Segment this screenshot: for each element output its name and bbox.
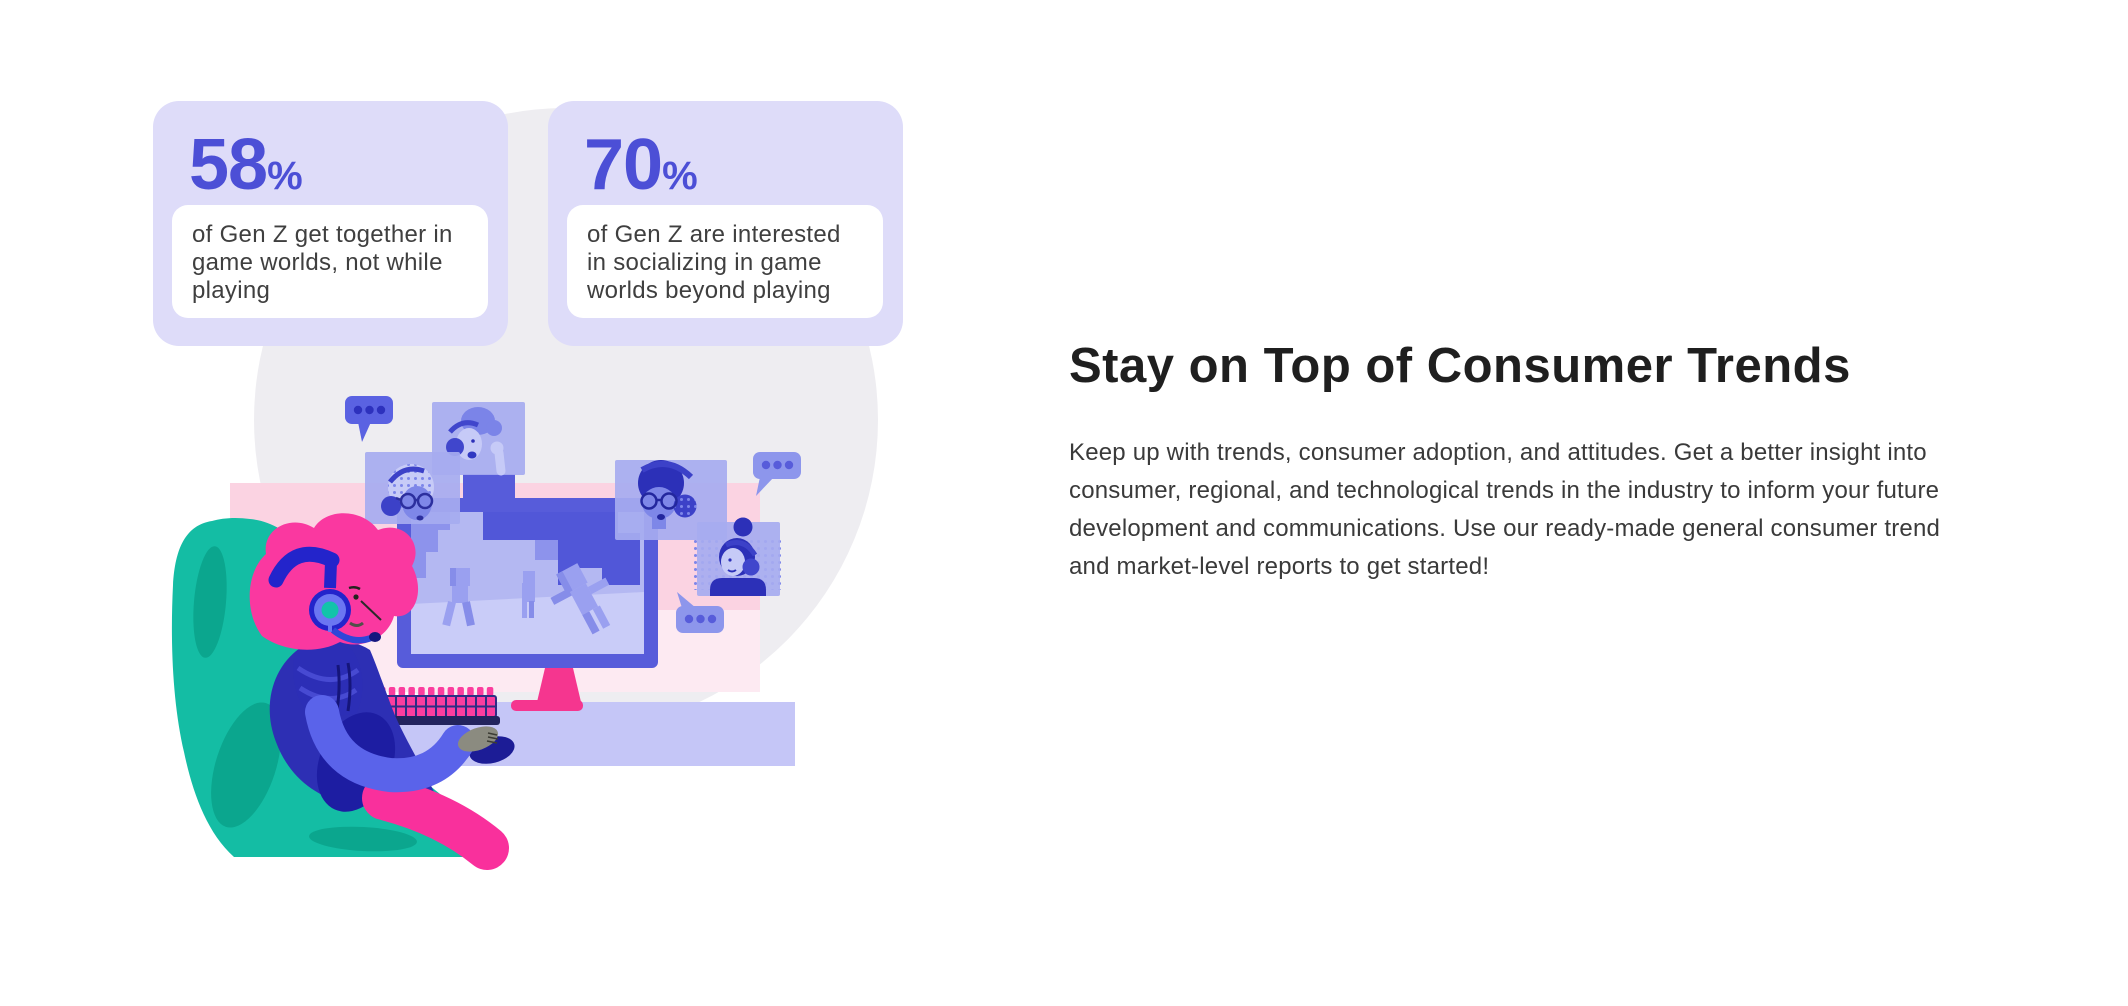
- section-body-text: Keep up with trends, consumer adoption, …: [1069, 439, 1941, 580]
- chat-dots-bubble-icon: [753, 452, 801, 496]
- stat-card: 58% of Gen Z get together in game worlds…: [153, 101, 508, 346]
- game-screen: [411, 512, 644, 654]
- video-call-window: [697, 517, 780, 596]
- stat-description: of Gen Z get together in game worlds, no…: [172, 205, 488, 318]
- stat-card: 70% of Gen Z are interested in socializi…: [548, 101, 903, 346]
- chat-dots-bubble-icon: [345, 396, 393, 442]
- hand: [457, 726, 499, 752]
- stat-description: of Gen Z are interested in socializing i…: [567, 205, 883, 318]
- stat-value: 70%: [584, 125, 698, 205]
- monitor-stand: [537, 668, 581, 702]
- game-avatar: [522, 571, 535, 618]
- section-heading: Stay on Top of Consumer Trends: [1069, 339, 1851, 393]
- game-avatar: [442, 568, 475, 627]
- video-call-window: [615, 460, 727, 540]
- gamer: [249, 513, 509, 870]
- video-call-window: [365, 452, 460, 524]
- percent-sign: %: [267, 154, 303, 198]
- stat-value: 58%: [189, 125, 303, 205]
- chat-dots-bubble-icon: [676, 592, 724, 633]
- monitor-stand-base: [511, 700, 583, 711]
- percent-sign: %: [662, 154, 698, 198]
- monitor: [397, 474, 658, 702]
- headset-icon: [268, 546, 381, 644]
- game-avatar: [550, 563, 611, 635]
- keyboard-icon: [372, 687, 500, 725]
